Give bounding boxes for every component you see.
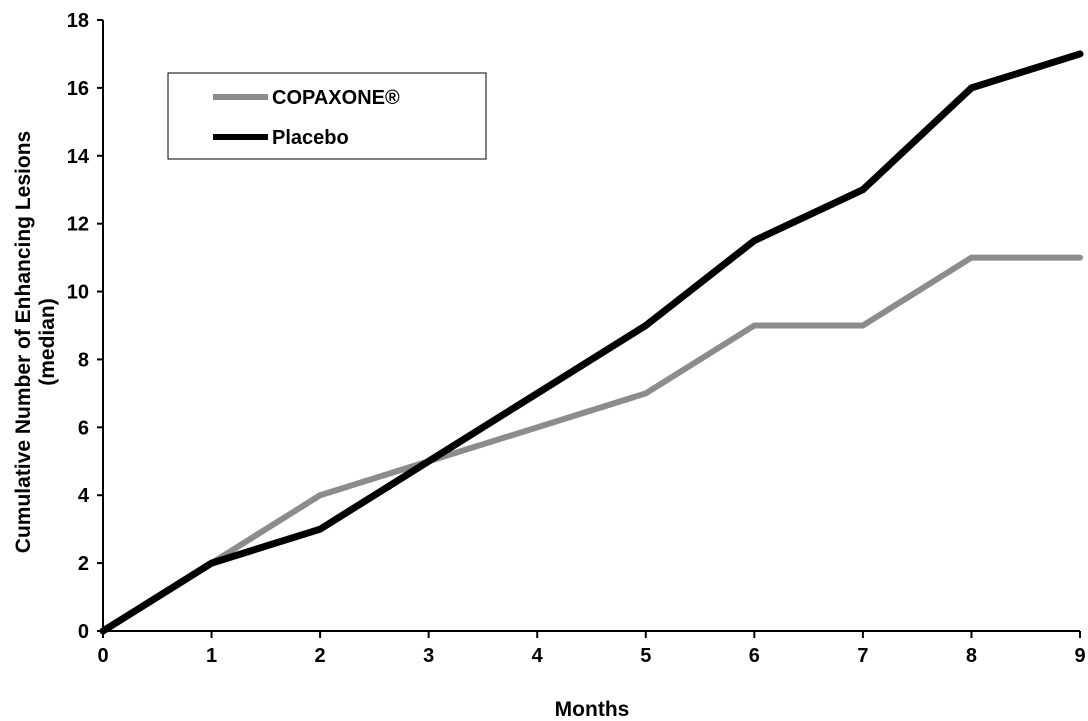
legend-label-placebo: Placebo: [272, 127, 349, 149]
series-line-copaxone: [100, 254, 1083, 634]
legend-box: [167, 72, 487, 160]
y-tick-label: 10: [67, 282, 89, 304]
y-tick-label: 12: [67, 214, 89, 236]
legend: COPAXONE® Placebo: [167, 72, 487, 160]
x-tick-label: 6: [749, 645, 760, 667]
y-tick-labels: 0 2 4 6 8 10 12 14 16 18: [67, 10, 90, 643]
y-tick-label: 8: [78, 349, 89, 371]
x-tick-label: 9: [1074, 645, 1085, 667]
series-layer: [99, 50, 1084, 635]
x-tick-label: 8: [966, 645, 977, 667]
legend-label-copaxone: COPAXONE®: [272, 87, 400, 109]
y-tick-label: 18: [67, 10, 89, 32]
x-tick-label: 0: [97, 645, 108, 667]
y-tick-label: 6: [78, 417, 89, 439]
y-axis-title-line1: Cumulative Number of Enhancing Lesions: [12, 131, 35, 553]
y-tick-label: 2: [78, 553, 89, 575]
y-tick-label: 4: [78, 485, 90, 507]
x-tick-label: 7: [857, 645, 868, 667]
y-tick-label: 14: [67, 146, 90, 168]
y-axis-title-line2: (median): [36, 298, 59, 386]
y-tick-label: 16: [67, 78, 89, 100]
x-tick-label: 4: [532, 645, 544, 667]
series-line-placebo: [99, 50, 1084, 635]
x-axis-title: Months: [555, 698, 630, 721]
axes: [97, 19, 1081, 638]
y-tick-label: 0: [78, 621, 89, 643]
y-axis-title: Cumulative Number of Enhancing Lesions (…: [12, 131, 59, 553]
x-tick-label: 3: [423, 645, 434, 667]
x-tick-label: 1: [206, 645, 217, 667]
x-tick-label: 2: [315, 645, 326, 667]
x-tick-label: 5: [640, 645, 651, 667]
x-tick-labels: 0 1 2 3 4 5 6 7 8 9: [97, 645, 1085, 667]
